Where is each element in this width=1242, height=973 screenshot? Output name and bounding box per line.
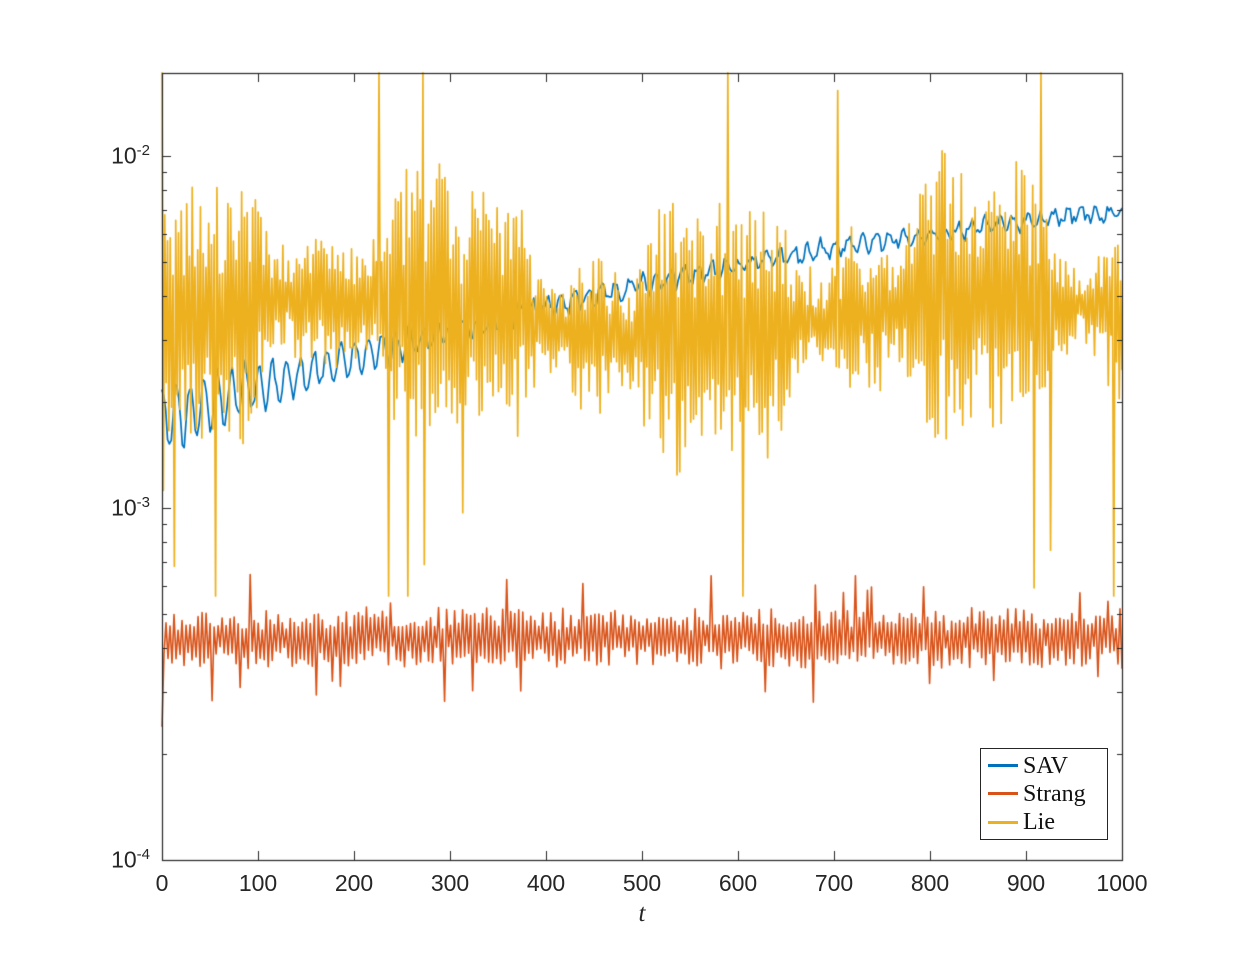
x-tick-label: 800 [910, 870, 950, 896]
x-tick-label: 900 [1006, 870, 1046, 896]
x-tick-label: 300 [430, 870, 470, 896]
x-tick-label: 600 [718, 870, 758, 896]
x-tick-label: 500 [622, 870, 662, 896]
x-tick-label: 0 [155, 870, 169, 896]
y-tick-label: 10-2 [111, 141, 150, 169]
x-tick-label: 700 [814, 870, 854, 896]
legend-line-sample [988, 820, 1018, 824]
legend-entry: SAV [988, 753, 1101, 779]
legend-entry: Strang [988, 781, 1101, 807]
legend-entry-label: Strang [1023, 780, 1086, 807]
legend-line-sample [988, 792, 1018, 796]
legend-line-sample [988, 764, 1018, 768]
x-tick-label: 100 [238, 870, 278, 896]
legend-entry: Lie [988, 809, 1101, 835]
legend-entry-label: SAV [1023, 752, 1068, 779]
y-tick-label: 10-3 [111, 493, 150, 521]
x-tick-label: 1000 [1096, 870, 1148, 896]
legend: SAV Strang Lie [980, 748, 1108, 840]
x-tick-label: 200 [334, 870, 374, 896]
x-axis-label: t [638, 900, 646, 927]
y-tick-label: 10-4 [111, 845, 150, 873]
x-tick-label: 400 [526, 870, 566, 896]
legend-entry-label: Lie [1023, 808, 1055, 835]
